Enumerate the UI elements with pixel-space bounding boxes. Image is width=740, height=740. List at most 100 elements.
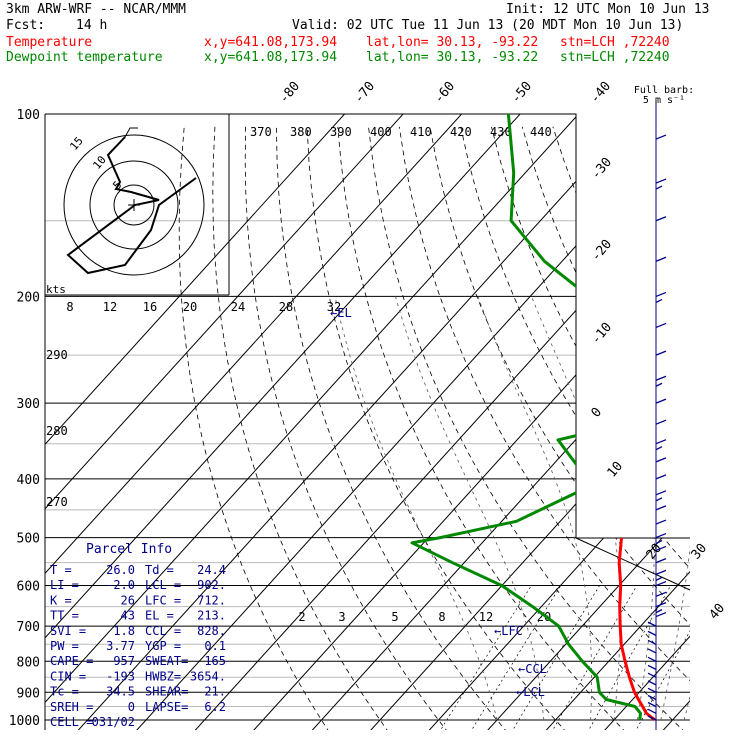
wind-barb xyxy=(655,558,667,564)
wind-barb xyxy=(655,532,667,545)
wind-barb xyxy=(647,672,657,678)
legend-temperature-name: Temperature xyxy=(6,35,93,50)
hodograph-ring xyxy=(89,160,179,250)
dry-adiabat-line xyxy=(276,126,509,730)
legend-temperature-stn: stn=LCH ,72240 xyxy=(560,35,670,50)
isotherm-line xyxy=(45,114,416,730)
wind-barb-flag xyxy=(655,539,663,545)
parcel-info-value: 828. xyxy=(197,624,226,638)
parcel-info-key: Tc = xyxy=(50,685,79,699)
wind-barb xyxy=(655,216,667,222)
plot-frame xyxy=(45,113,690,539)
theta-e-label: 280 xyxy=(46,424,68,438)
wind-barb-flag xyxy=(655,457,667,463)
parcel-info-key: LFC = xyxy=(145,593,181,607)
lcl-level-label: ←LCL xyxy=(516,685,545,699)
wind-barb xyxy=(655,519,667,525)
wind-barb-flag xyxy=(655,519,667,525)
wind-barb-flag xyxy=(655,490,667,496)
parcel-info-key: CCL = xyxy=(145,624,181,638)
pressure-tick-label: 300 xyxy=(17,397,40,412)
mixing-ratio-line xyxy=(469,585,562,730)
slant-edge xyxy=(575,537,691,591)
wind-barb xyxy=(647,621,657,627)
isotherm-line xyxy=(601,114,690,730)
parcel-info-value: 0 xyxy=(128,700,135,714)
theta-label: 390 xyxy=(330,125,352,139)
wind-barb-flag xyxy=(655,545,667,552)
mixing-ratio-label: 12 xyxy=(103,300,117,314)
wind-barb xyxy=(647,687,657,693)
hodograph-trace-top xyxy=(124,127,138,138)
forecast-hours: 14 h xyxy=(76,18,108,33)
legend-dewpoint-stn: stn=LCH ,72240 xyxy=(560,50,670,65)
isotherm-line xyxy=(75,114,650,730)
parcel-info-value: 165 xyxy=(204,654,226,668)
wind-barb xyxy=(647,656,657,662)
mixing-ratio-label: 2 xyxy=(298,610,305,624)
moist-adiabat-line xyxy=(683,296,690,721)
isotherm-label: -30 xyxy=(589,155,616,183)
dry-adiabat-line xyxy=(707,127,740,733)
wind-barb-flag xyxy=(655,256,667,262)
wind-barb xyxy=(655,398,667,404)
wind-barb-flag xyxy=(647,621,657,627)
wind-barb xyxy=(655,580,667,587)
el-level-label: ←EL xyxy=(330,306,352,320)
wind-barb xyxy=(655,474,667,480)
wind-barb-flag xyxy=(655,298,663,304)
theta-e-label: 270 xyxy=(46,495,68,509)
barb-label: Full barb: xyxy=(634,85,694,96)
isotherm-line xyxy=(426,114,690,730)
parcel-info-value: 26.0 xyxy=(106,563,135,577)
wind-barb xyxy=(647,664,657,670)
wind-barb xyxy=(655,178,667,190)
wind-barb-flag xyxy=(655,322,667,329)
pressure-tick-label: 200 xyxy=(17,290,40,305)
parcel-info-key: YGP = xyxy=(145,639,181,653)
mixing-ratio-label: 12 xyxy=(479,610,493,624)
parcel-info-value: 957 xyxy=(113,654,135,668)
parcel-info-value: 3654. xyxy=(190,669,226,683)
dry-adiabat-line xyxy=(337,126,627,730)
dry-adiabat-line xyxy=(491,126,690,730)
isotherm-line xyxy=(45,114,533,730)
parcel-info-key: CELL = xyxy=(50,715,93,729)
isotherm-line xyxy=(719,101,740,733)
mixing-ratio-line xyxy=(586,585,672,730)
parcel-info-key: CIN = xyxy=(50,669,86,683)
wind-barb xyxy=(655,505,667,511)
wind-barb-flag xyxy=(647,701,657,708)
wind-barb-flag xyxy=(655,439,667,445)
isotherm-label: 40 xyxy=(707,601,729,623)
moist-adiabat-line xyxy=(395,296,545,721)
lfc-level-label: ←LFC xyxy=(494,624,523,638)
wind-barb xyxy=(655,439,667,451)
parcel-info-value: 43 xyxy=(121,609,135,623)
hodograph-ring xyxy=(113,184,155,226)
hodograph-trace xyxy=(66,136,197,275)
parcel-info-key: EL = xyxy=(145,609,174,623)
legend-temperature-xy: x,y=641.08,173.94 xyxy=(204,35,338,50)
wind-barb-flag xyxy=(647,715,657,721)
wind-barb-flag xyxy=(655,178,667,184)
dry-adiabat-line xyxy=(306,126,568,730)
wind-barb xyxy=(647,680,657,686)
parcel-info-key: K = xyxy=(50,593,72,607)
isotherm-line xyxy=(45,114,358,730)
mixing-ratio-label: 5 xyxy=(391,610,398,624)
wind-barb-flag xyxy=(655,609,663,614)
wind-barb xyxy=(647,715,657,721)
mixing-ratio-label: 3 xyxy=(338,610,345,624)
wind-barb-flag xyxy=(655,291,667,298)
isotherm-label: 20 xyxy=(644,541,666,563)
wind-barb-flag xyxy=(647,708,657,714)
wind-barb-flag xyxy=(647,694,657,701)
mixing-ratio-label: 20 xyxy=(183,300,197,314)
barb-label: 5 m s⁻¹ xyxy=(643,95,685,106)
isotherm-label: -40 xyxy=(588,79,615,107)
dry-adiabat-line xyxy=(644,126,690,730)
moist-adiabat-line xyxy=(477,296,592,721)
isotherm-label: -80 xyxy=(277,79,304,107)
wind-barb-flag xyxy=(655,505,667,511)
